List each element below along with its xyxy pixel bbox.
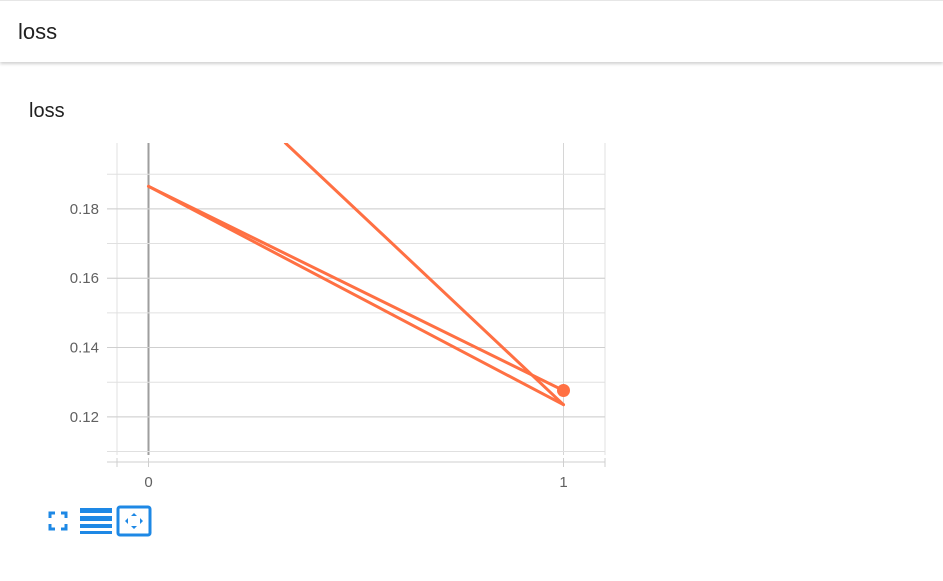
card-header: loss xyxy=(0,0,943,62)
series-line-2 xyxy=(147,184,565,407)
y-tick-label: 0.12 xyxy=(70,409,99,426)
chart-toolbar xyxy=(40,503,154,539)
fit-to-screen-button[interactable] xyxy=(40,503,76,539)
fullscreen-icon xyxy=(48,511,68,531)
x-tick-label: 1 xyxy=(559,474,567,491)
highlight-point xyxy=(557,384,570,398)
series-line-3 xyxy=(147,184,565,392)
x-tick-label: 0 xyxy=(144,474,152,491)
chart-title: loss xyxy=(29,100,65,122)
series-line-1 xyxy=(283,143,565,407)
toggle-legend-button[interactable] xyxy=(78,503,114,539)
zoom-fit-icon xyxy=(116,505,152,537)
y-tick-label: 0.16 xyxy=(70,270,99,287)
card-header-title: loss xyxy=(18,19,58,44)
zoom-fit-button[interactable] xyxy=(116,503,152,539)
y-tick-label: 0.18 xyxy=(70,201,99,218)
y-tick-label: 0.14 xyxy=(70,340,99,357)
list-icon xyxy=(80,508,112,534)
